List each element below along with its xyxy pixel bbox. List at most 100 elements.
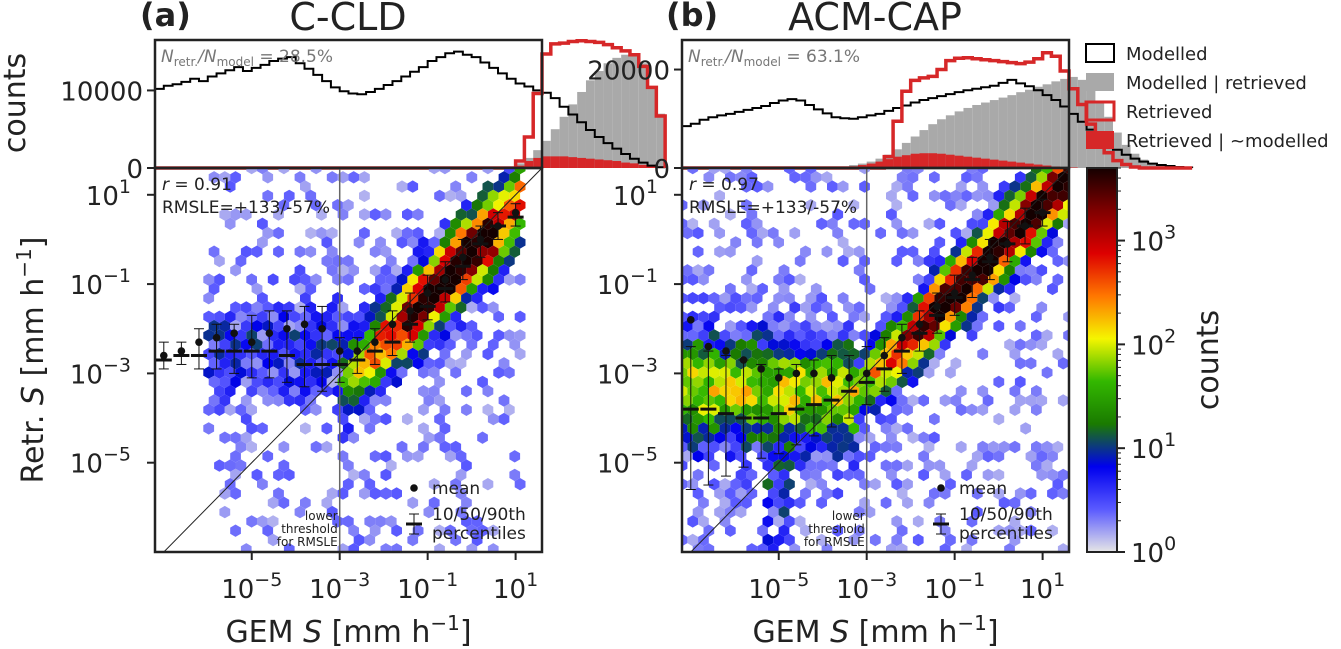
hexbin-cell bbox=[240, 245, 252, 258]
hexbin-cell bbox=[843, 394, 854, 407]
mean-point bbox=[739, 356, 748, 364]
hexbin-cell bbox=[918, 450, 929, 463]
mean-point bbox=[265, 329, 274, 338]
hexbin-cell bbox=[262, 450, 274, 463]
mean-point bbox=[862, 369, 871, 378]
hexbin-cell bbox=[902, 496, 913, 509]
hexbin-cell bbox=[912, 533, 924, 547]
hexbin-cell bbox=[348, 375, 359, 389]
hexbin-cell bbox=[439, 440, 451, 454]
hexbin-cell bbox=[789, 543, 801, 552]
hexbin-cell bbox=[751, 236, 763, 249]
hexbin-cell bbox=[848, 403, 860, 416]
hexbin-cell bbox=[262, 338, 274, 351]
hexbin-cell bbox=[402, 450, 413, 463]
hexbin-cell bbox=[434, 301, 445, 314]
xtick-label: 10−3 bbox=[836, 569, 897, 605]
hist-bar-modelled-retrieved bbox=[647, 86, 657, 168]
hexbin-cell bbox=[735, 338, 747, 351]
hexbin-cell bbox=[698, 292, 709, 305]
hexbin-cell bbox=[687, 168, 699, 175]
hexbin-cell bbox=[230, 431, 241, 444]
hexbin-cell bbox=[1020, 273, 1031, 286]
hexbin-cell bbox=[498, 245, 510, 258]
hexbin-cell bbox=[988, 292, 999, 305]
hexbin-cell bbox=[848, 310, 860, 323]
hexbin-cell bbox=[848, 440, 860, 454]
hexbin-cell bbox=[950, 301, 962, 314]
hexbin-cell bbox=[687, 533, 699, 547]
hexbin-cell bbox=[359, 412, 370, 426]
hexbin-cell bbox=[730, 478, 742, 491]
hexbin-cell bbox=[751, 385, 763, 398]
mean-point bbox=[1038, 208, 1047, 217]
hexbin-cell bbox=[257, 236, 268, 249]
hexbin-cell bbox=[827, 180, 838, 193]
hexbin-cell bbox=[971, 226, 983, 240]
hexbin-cell bbox=[300, 403, 311, 416]
hexbin-cell bbox=[1052, 199, 1064, 212]
hexbin-cell bbox=[1036, 301, 1048, 314]
hexbin-cell bbox=[703, 543, 715, 552]
hexbin-cell bbox=[240, 375, 252, 389]
hexbin-cell bbox=[977, 217, 989, 230]
hexbin-cell bbox=[725, 319, 736, 333]
hexbin-cell bbox=[757, 450, 768, 463]
hexbin-cell bbox=[1020, 236, 1031, 249]
hexbin-cell bbox=[907, 171, 919, 184]
hexbin-cell bbox=[498, 171, 510, 184]
mean-point bbox=[704, 342, 713, 351]
hexbin-cell bbox=[767, 338, 779, 351]
hexbin-cell bbox=[1057, 189, 1069, 203]
hist-bar-retrieved-not-modelled bbox=[603, 160, 613, 168]
hexbin-layer bbox=[682, 168, 1069, 552]
hexbin-cell bbox=[230, 171, 241, 184]
retrieval-ratio-text: Nretr./Nmodel = 28.5% bbox=[161, 47, 333, 69]
hexbin-cell bbox=[1031, 385, 1042, 398]
hexbin-cell bbox=[741, 168, 752, 175]
hexbin-cell bbox=[762, 496, 774, 509]
hist-bar-retrieved-not-modelled bbox=[647, 165, 657, 168]
hexbin-cell bbox=[907, 338, 919, 351]
hexbin-cell bbox=[1031, 180, 1042, 193]
hist-bar-retrieved-not-modelled bbox=[910, 153, 920, 168]
hexbin-cell bbox=[977, 403, 989, 416]
hexbin-cell bbox=[380, 394, 392, 407]
legend-label: Modelled | retrieved bbox=[1126, 73, 1307, 94]
hexbin-cell bbox=[1041, 180, 1053, 193]
hexbin-cell bbox=[504, 180, 515, 193]
hexbin-cell bbox=[434, 543, 445, 552]
hexbin-cell bbox=[821, 487, 833, 500]
hexbin-cell bbox=[725, 357, 736, 370]
hexbin-cell bbox=[869, 478, 881, 491]
hexbin-cell bbox=[929, 264, 940, 277]
xtick-label: 10−5 bbox=[221, 569, 282, 605]
hexbin-cell bbox=[687, 273, 699, 286]
hexbin-cell bbox=[1036, 226, 1048, 240]
hexbin-cell bbox=[509, 450, 521, 463]
hexbin-cell bbox=[902, 168, 913, 175]
hexbin-cell bbox=[918, 338, 929, 351]
hexbin-cell bbox=[827, 217, 838, 230]
hexbin-cell bbox=[961, 171, 972, 184]
hexbin-cell bbox=[961, 282, 972, 296]
hexbin-cell bbox=[342, 459, 354, 472]
hexbin-cell bbox=[380, 450, 392, 463]
hexbin-cell bbox=[778, 524, 790, 537]
hexbin-cell bbox=[714, 487, 725, 500]
hexbin-cell bbox=[230, 450, 241, 463]
hexbin-cell bbox=[321, 422, 333, 435]
hexbin-cell bbox=[1047, 468, 1058, 482]
hexbin-cell bbox=[203, 422, 215, 435]
hexbin-cell bbox=[762, 515, 774, 528]
hexbin-cell bbox=[827, 329, 838, 342]
hexbin-cell bbox=[1014, 338, 1026, 351]
hexbin-cell bbox=[1004, 543, 1015, 552]
hexbin-cell bbox=[821, 245, 833, 258]
hexbin-cell bbox=[369, 450, 381, 463]
hexbin-cell bbox=[1063, 254, 1069, 268]
hexbin-cell bbox=[998, 496, 1010, 509]
hexbin-cell bbox=[385, 254, 397, 268]
hexbin-cell bbox=[369, 394, 381, 407]
hexbin-cell bbox=[300, 310, 311, 323]
